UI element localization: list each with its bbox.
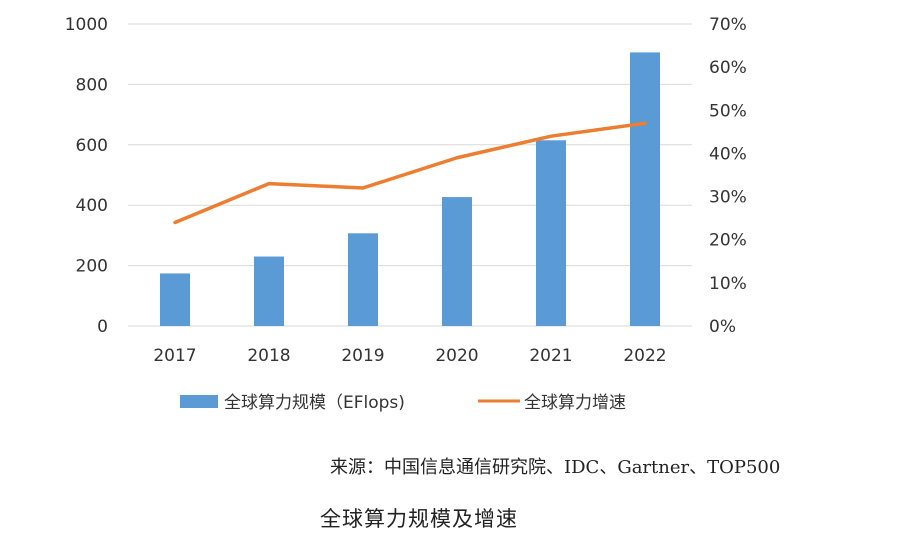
left-axis-tick-label: 800: [76, 75, 108, 95]
legend-bar-swatch: [180, 395, 218, 408]
bar-series: [160, 52, 660, 326]
right-axis-tick-label: 10%: [709, 274, 747, 294]
bar: [348, 233, 378, 326]
legend-line-label: 全球算力增速: [524, 393, 626, 413]
chart: 0 200 400 600 800 1000 0% 10% 20% 30% 40% 50% 60% 70…: [65, 15, 747, 413]
bar: [254, 256, 284, 326]
x-axis-tick-label: 2022: [623, 346, 666, 366]
left-axis-tick-label: 400: [76, 196, 108, 216]
line-series: [173, 121, 647, 225]
right-axis-tick-label: 30%: [709, 188, 747, 208]
left-axis-tick-label: 0: [97, 317, 108, 337]
source-note: 来源：中国信息通信研究院、IDC、Gartner、TOP500: [330, 457, 781, 478]
x-axis-tick-label: 2019: [341, 346, 384, 366]
right-axis-tick-label: 50%: [709, 101, 747, 121]
right-axis-tick-label: 0%: [709, 317, 736, 337]
legend: 全球算力规模（EFlops) 全球算力增速: [180, 393, 626, 413]
left-axis-tick-label: 600: [76, 136, 108, 156]
x-axis-tick-label: 2017: [153, 346, 196, 366]
bar: [160, 273, 190, 326]
right-axis-ticks: 0% 10% 20% 30% 40% 50% 60% 70%: [709, 15, 747, 337]
right-axis-tick-label: 40%: [709, 144, 747, 164]
bar: [442, 197, 472, 326]
right-axis-tick-label: 70%: [709, 15, 747, 35]
left-axis-tick-label: 200: [76, 257, 108, 277]
x-axis-tick-label: 2018: [247, 346, 290, 366]
legend-bar-label: 全球算力规模（EFlops): [224, 393, 405, 413]
left-axis-tick-label: 1000: [65, 15, 108, 35]
bar: [536, 140, 566, 326]
gridlines: [128, 23, 692, 327]
figure-caption: 全球算力规模及增速: [320, 507, 518, 531]
left-axis-ticks: 0 200 400 600 800 1000: [65, 15, 108, 337]
right-axis-tick-label: 20%: [709, 231, 747, 251]
growth-line: [173, 121, 647, 225]
x-axis-tick-label: 2020: [435, 346, 478, 366]
x-axis-ticks: 2017 2018 2019 2020 2021 2022: [153, 346, 666, 366]
right-axis-tick-label: 60%: [709, 58, 747, 78]
bar: [630, 52, 660, 326]
x-axis-tick-label: 2021: [529, 346, 572, 366]
